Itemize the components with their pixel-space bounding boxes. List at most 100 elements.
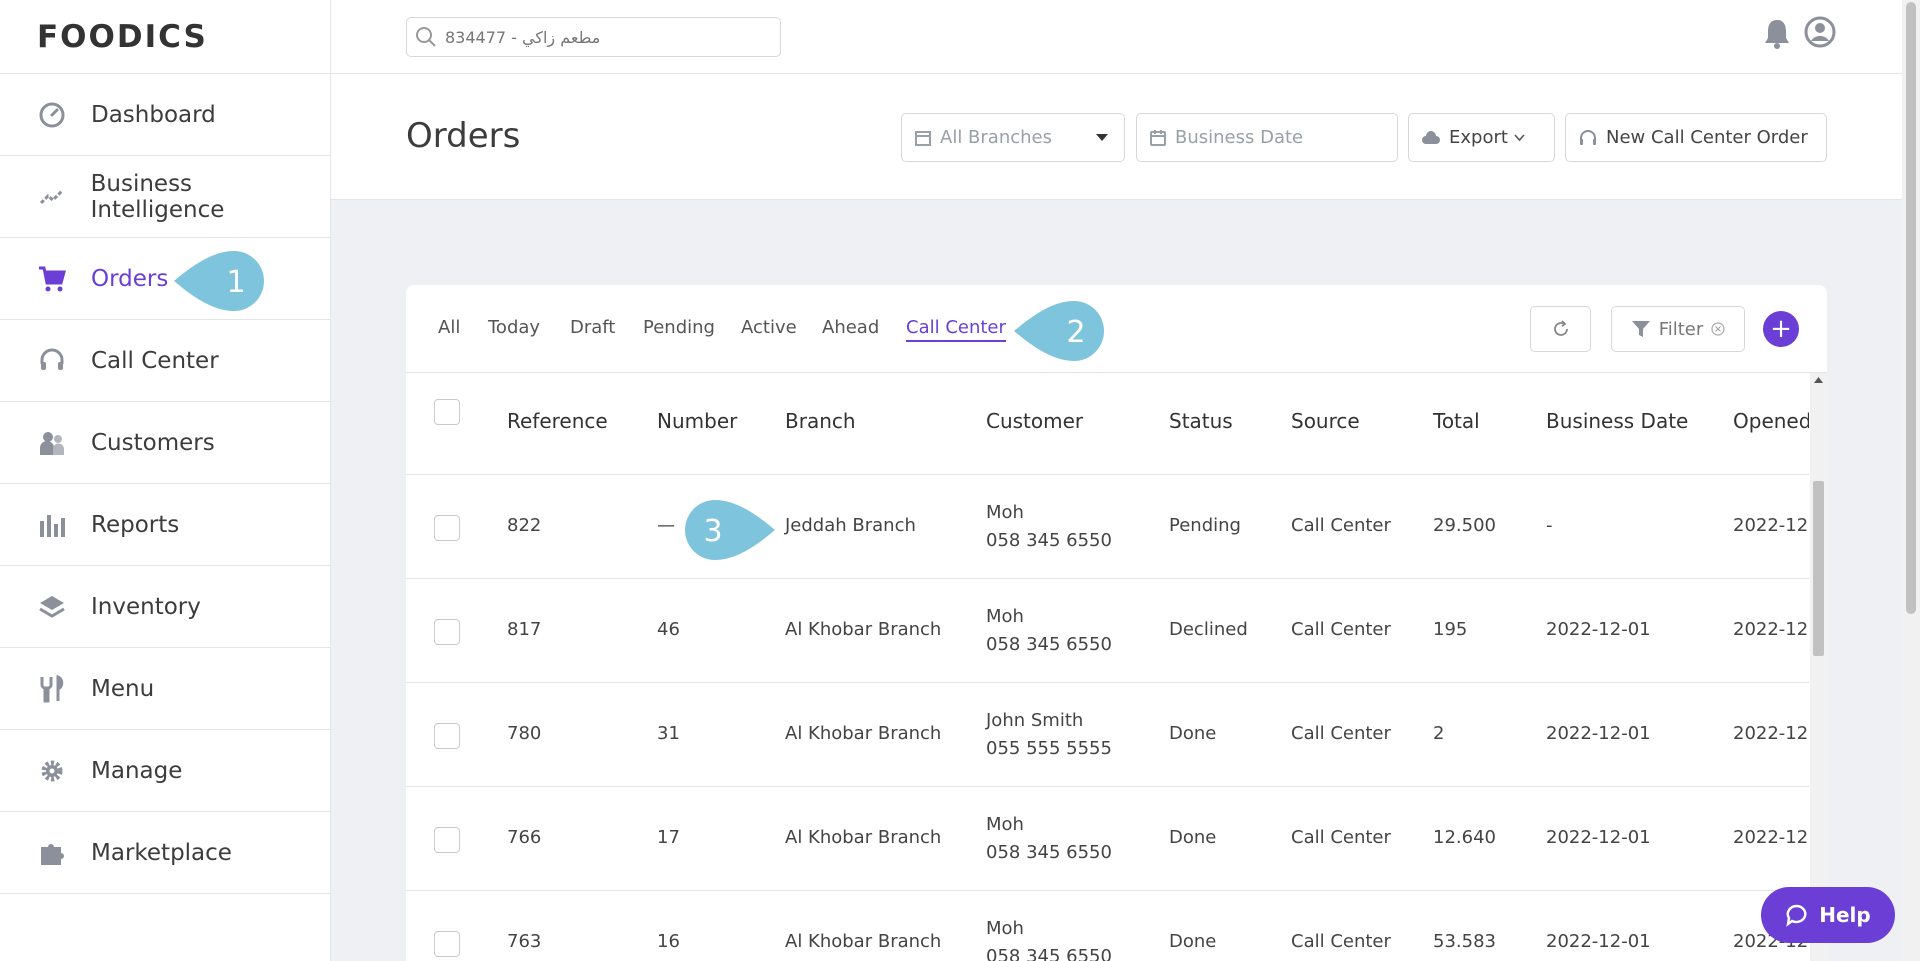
filter-button[interactable]: Filter — [1611, 306, 1745, 352]
orders-table: Reference Number Branch Customer Status … — [406, 373, 1809, 961]
sidebar-item-label: Reports — [91, 511, 180, 538]
callout-number: 3 — [703, 514, 722, 549]
layers-icon — [37, 592, 67, 622]
cell-opened: 2022-12-0 — [1733, 619, 1809, 640]
row-checkbox[interactable] — [434, 723, 460, 749]
chevron-down-icon — [1514, 133, 1525, 141]
dashboard-icon — [37, 100, 67, 130]
cell-business-date: 2022-12-01 — [1546, 827, 1651, 848]
row-checkbox[interactable] — [434, 827, 460, 853]
page-scrollbar[interactable] — [1902, 0, 1920, 961]
cell-total: 2 — [1433, 723, 1445, 744]
logo[interactable]: FOODICS — [0, 0, 330, 74]
callout-2: 2 — [1014, 301, 1104, 361]
sidebar-item-menu[interactable]: Menu — [0, 648, 330, 730]
cell-opened: 2022-12-0 — [1733, 827, 1809, 848]
store-icon — [915, 130, 931, 146]
table-scrollbar[interactable] — [1810, 373, 1827, 961]
table-scroll-thumb[interactable] — [1813, 481, 1824, 656]
column-status[interactable]: Status — [1169, 409, 1233, 433]
cell-source: Call Center — [1291, 619, 1391, 640]
cell-total: 53.583 — [1433, 931, 1496, 952]
cell-business-date: 2022-12-01 — [1546, 619, 1651, 640]
sidebar-item-orders[interactable]: Orders — [0, 238, 330, 320]
sidebar-item-reports[interactable]: Reports — [0, 484, 330, 566]
sidebar-item-inventory[interactable]: Inventory — [0, 566, 330, 648]
search-box[interactable] — [406, 17, 781, 57]
customer-phone: 058 345 6550 — [986, 946, 1112, 961]
cell-total: 12.640 — [1433, 827, 1496, 848]
column-reference[interactable]: Reference — [507, 409, 608, 433]
column-source[interactable]: Source — [1291, 409, 1360, 433]
tab-today[interactable]: Today — [488, 317, 541, 338]
cell-reference: 817 — [507, 619, 542, 640]
calendar-icon — [1150, 129, 1166, 146]
cell-reference: 766 — [507, 827, 542, 848]
sidebar-item-marketplace[interactable]: Marketplace — [0, 812, 330, 894]
scroll-up-icon[interactable] — [1814, 377, 1823, 383]
sidebar-item-dashboard[interactable]: Dashboard — [0, 74, 330, 156]
page-scroll-thumb[interactable] — [1906, 2, 1916, 614]
tab-all[interactable]: All — [438, 317, 461, 338]
column-opened[interactable]: Opened — [1733, 409, 1809, 433]
search-input[interactable] — [445, 27, 765, 47]
table-row[interactable]: 822 — Jeddah Branch Moh 058 345 6550 Pend… — [406, 475, 1809, 579]
cell-customer: Moh 058 345 6550 — [986, 915, 1112, 961]
caret-down-icon — [1096, 133, 1108, 141]
column-customer[interactable]: Customer — [986, 409, 1084, 433]
cell-branch: Al Khobar Branch — [785, 931, 942, 952]
tab-ahead[interactable]: Ahead — [822, 317, 880, 338]
sidebar-item-business-intelligence[interactable]: Business Intelligence — [0, 156, 330, 238]
cell-reference: 780 — [507, 723, 542, 744]
cell-opened: 2022-12-0 — [1733, 723, 1809, 744]
new-call-center-order-button[interactable]: New Call Center Order — [1565, 113, 1827, 162]
column-number[interactable]: Number — [657, 409, 738, 433]
cell-source: Call Center — [1291, 723, 1391, 744]
cell-reference: 822 — [507, 515, 542, 536]
table-row[interactable]: 763 16 Al Khobar Branch Moh 058 345 6550 … — [406, 891, 1809, 961]
select-all-checkbox[interactable] — [434, 399, 460, 425]
row-checkbox[interactable] — [434, 515, 460, 541]
cell-branch: Al Khobar Branch — [785, 827, 942, 848]
tab-active[interactable]: Active — [741, 317, 797, 338]
cell-branch: Al Khobar Branch — [785, 619, 942, 640]
refresh-button[interactable] — [1530, 306, 1591, 352]
cell-business-date: - — [1546, 515, 1553, 536]
cell-customer: Moh 058 345 6550 — [986, 499, 1112, 555]
table-row[interactable]: 817 46 Al Khobar Branch Moh 058 345 6550 … — [406, 579, 1809, 683]
export-button[interactable]: Export — [1408, 113, 1555, 162]
table-row[interactable]: 780 31 Al Khobar Branch John Smith 055 55… — [406, 683, 1809, 787]
cell-customer: John Smith 055 555 5555 — [986, 707, 1112, 763]
cell-customer: Moh 058 345 6550 — [986, 811, 1112, 867]
avatar[interactable] — [1804, 16, 1836, 52]
row-checkbox[interactable] — [434, 619, 460, 645]
bell-icon[interactable] — [1762, 17, 1792, 55]
cart-icon — [37, 264, 67, 294]
orders-card: All Today Draft Pending Active Ahead Cal… — [406, 285, 1827, 961]
cell-status: Done — [1169, 723, 1217, 744]
sidebar-item-call-center[interactable]: Call Center — [0, 320, 330, 402]
tab-draft[interactable]: Draft — [570, 317, 616, 338]
logo-text: FOODICS — [37, 18, 208, 55]
sidebar-item-label: Dashboard — [91, 101, 216, 128]
column-branch[interactable]: Branch — [785, 409, 856, 433]
sidebar-item-customers[interactable]: Customers — [0, 402, 330, 484]
column-business-date[interactable]: Business Date — [1546, 409, 1689, 433]
row-checkbox[interactable] — [434, 931, 460, 957]
sidebar-item-label: Business Intelligence — [90, 170, 225, 223]
clear-icon[interactable] — [1711, 322, 1725, 336]
order-tabs: All Today Draft Pending Active Ahead Cal… — [406, 285, 1827, 373]
branches-select[interactable]: All Branches — [901, 113, 1125, 162]
tab-pending[interactable]: Pending — [643, 317, 715, 338]
business-date-field[interactable]: Business Date — [1136, 113, 1398, 162]
column-total[interactable]: Total — [1433, 409, 1480, 433]
help-button[interactable]: Help — [1761, 887, 1895, 943]
customer-phone: 058 345 6550 — [986, 530, 1112, 551]
sidebar-item-manage[interactable]: Manage — [0, 730, 330, 812]
table-row[interactable]: 766 17 Al Khobar Branch Moh 058 345 6550 … — [406, 787, 1809, 891]
add-button[interactable]: + — [1763, 311, 1799, 347]
gear-icon — [37, 756, 67, 786]
users-icon — [37, 428, 67, 458]
sidebar-item-label: Customers — [91, 429, 215, 456]
tab-call-center[interactable]: Call Center — [906, 317, 1006, 342]
